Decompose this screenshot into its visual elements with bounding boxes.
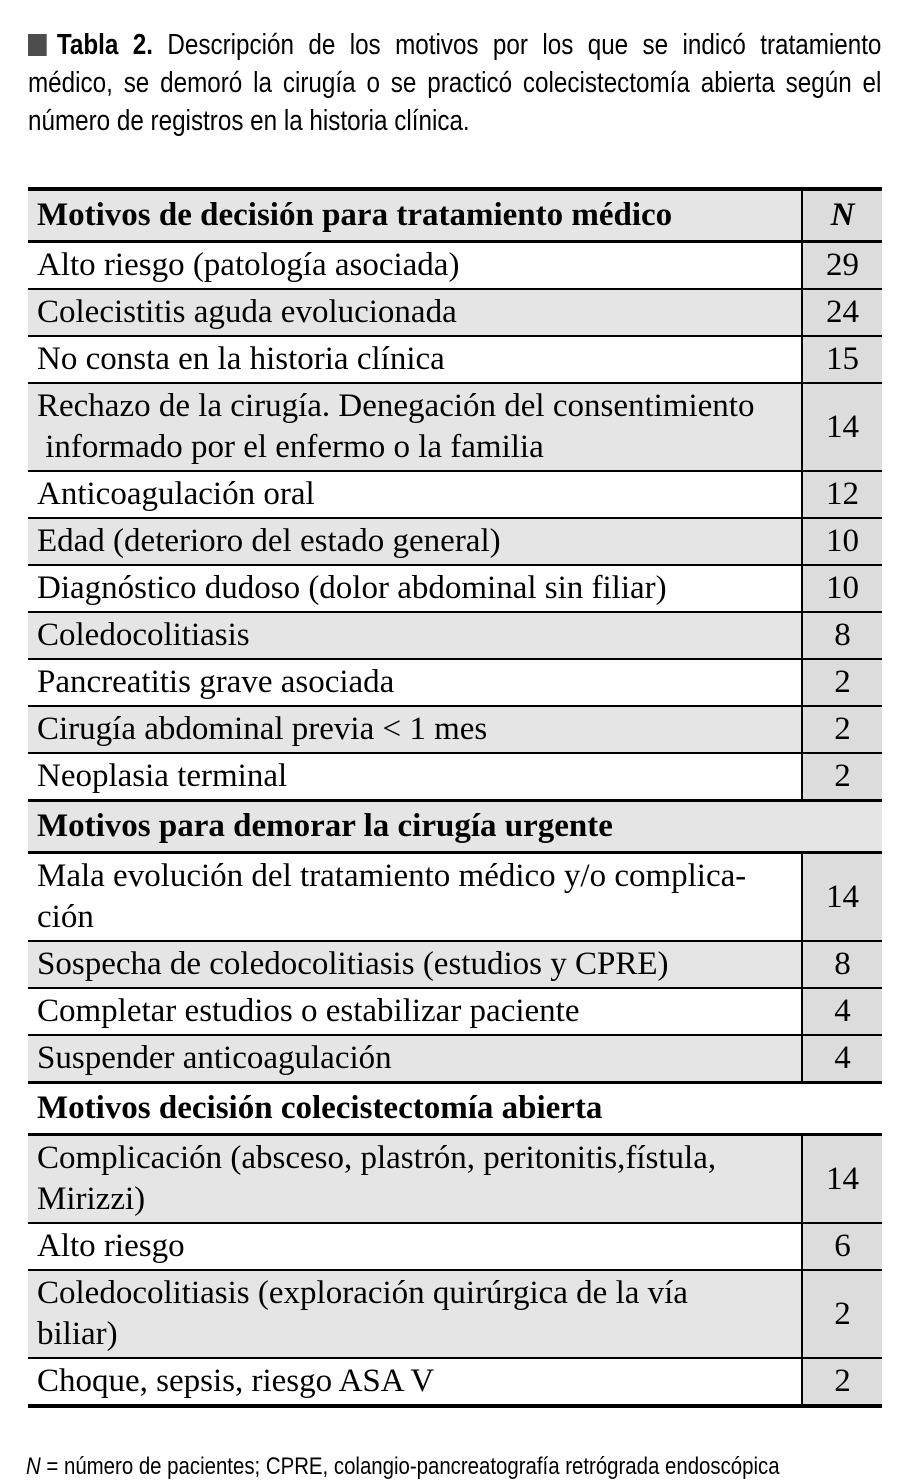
n-value: 2 [801,753,882,801]
motivo-label: Suspender anticoagulación [28,1035,802,1083]
table-row: Suspender anticoagulación 4 [28,1035,882,1083]
caption-text: Descripción de los motivos por los que s… [28,29,882,137]
table-row: No consta en la historia clínica 15 [28,336,882,383]
n-value: 24 [801,289,882,336]
motivo-label: Colecistitis aguda evolucionada [28,289,802,336]
n-value: 4 [801,988,882,1035]
table-row: Pancreatitis grave asociada 2 [28,659,882,706]
n-value: 10 [801,565,882,612]
footnote: N = número de pacientes; CPRE, colangio-… [26,1452,879,1482]
motivos-table: Motivos de decisión para tratamiento méd… [28,187,882,1408]
table-row: Rechazo de la cirugía. Denegación del co… [28,383,882,471]
table-row: Mala evolución del tratamiento médico y/… [28,852,882,941]
motivo-label: Anticoagulación oral [28,471,802,518]
motivo-label: Diagnóstico dudoso (dolor abdominal sin … [28,565,802,612]
section-title: Motivos para demorar la cirugía urgente [28,800,882,853]
section-title: Motivos de decisión para tratamiento méd… [28,189,802,242]
table-row: Coledocolitiasis 8 [28,612,882,659]
n-value: 15 [801,336,882,383]
caption-label: Tabla 2. [56,29,153,61]
table-row: Anticoagulación oral 12 [28,471,882,518]
section-header-row: Motivos decisión colecistectomía abierta [28,1082,882,1135]
motivo-label: No consta en la historia clínica [28,336,802,383]
section-header-row: Motivos para demorar la cirugía urgente [28,800,882,853]
table-row: Diagnóstico dudoso (dolor abdominal sin … [28,565,882,612]
motivo-label: Alto riesgo (patología asociada) [28,241,802,289]
motivo-label: Edad (deterioro del estado general) [28,518,802,565]
motivo-label: Cirugía abdominal previa < 1 mes [28,706,802,753]
n-value: 14 [801,383,882,471]
footnote-text: = número de pacientes; CPRE, colangio-pa… [40,1453,780,1480]
n-value: 4 [801,1035,882,1083]
table-row: Alto riesgo (patología asociada) 29 [28,241,882,289]
n-value: 12 [801,471,882,518]
n-value: 29 [801,241,882,289]
section-title: Motivos decisión colecistectomía abierta [28,1082,882,1135]
table-caption: Tabla 2. Descripción de los motivos por … [28,26,881,140]
table-row: Colecistitis aguda evolucionada 24 [28,289,882,336]
table-row: Edad (deterioro del estado general) 10 [28,518,882,565]
n-column-header: N [801,189,882,242]
n-value: 2 [801,706,882,753]
motivo-label: Choque, sepsis, riesgo ASA V [28,1358,802,1406]
motivo-label: Sospecha de coledocolitiasis (estudios y… [28,941,802,988]
table-row: Cirugía abdominal previa < 1 mes 2 [28,706,882,753]
n-value: 2 [801,1270,882,1358]
table-row: Sospecha de coledocolitiasis (estudios y… [28,941,882,988]
n-value: 6 [801,1223,882,1270]
motivo-label: Complicación (absceso, plastrón, periton… [28,1134,802,1223]
motivo-label: Completar estudios o estabilizar pacient… [28,988,802,1035]
table-row: Complicación (absceso, plastrón, periton… [28,1134,882,1223]
motivos-table-body: Motivos de decisión para tratamiento méd… [28,189,882,1406]
caption-square-icon [28,34,47,56]
table-row: Neoplasia terminal 2 [28,753,882,801]
table-row: Coledocolitiasis (exploración quirúrgica… [28,1270,882,1358]
n-value: 8 [801,941,882,988]
n-value: 2 [801,1358,882,1406]
motivo-label: Alto riesgo [28,1223,802,1270]
n-value: 14 [801,852,882,941]
n-value: 2 [801,659,882,706]
motivo-label: Neoplasia terminal [28,753,802,801]
n-value: 10 [801,518,882,565]
table-row: Alto riesgo 6 [28,1223,882,1270]
n-value: 14 [801,1134,882,1223]
footnote-n-symbol: N [26,1453,41,1480]
motivo-label: Coledocolitiasis [28,612,802,659]
motivo-label: Mala evolución del tratamiento médico y/… [28,852,802,941]
motivo-label: Rechazo de la cirugía. Denegación del co… [28,383,802,471]
motivo-label: Pancreatitis grave asociada [28,659,802,706]
motivo-label: Coledocolitiasis (exploración quirúrgica… [28,1270,802,1358]
section-header-row: Motivos de decisión para tratamiento méd… [28,189,882,242]
n-value: 8 [801,612,882,659]
table-row: Completar estudios o estabilizar pacient… [28,988,882,1035]
